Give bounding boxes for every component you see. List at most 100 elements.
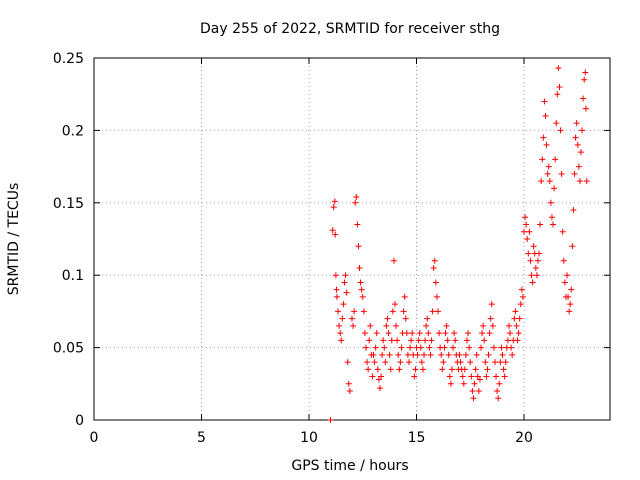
data-point: [438, 351, 445, 358]
data-point: [435, 308, 441, 315]
data-point: [426, 344, 433, 351]
y-tick-label: 0.15: [53, 196, 84, 212]
data-point: [485, 351, 492, 358]
data-point: [569, 243, 576, 250]
data-point: [358, 286, 365, 293]
y-tick-label: 0.1: [62, 268, 84, 284]
y-axis-label: SRMTID / TECUs: [6, 183, 22, 296]
data-point: [515, 330, 522, 337]
data-point: [478, 344, 484, 351]
data-point: [342, 272, 349, 279]
data-point: [345, 380, 352, 387]
data-point: [528, 272, 535, 279]
data-point: [398, 344, 405, 351]
data-point: [467, 359, 474, 366]
data-point: [522, 214, 529, 221]
data-point: [573, 120, 580, 127]
x-tick-labels: 0 5 10 15 20: [90, 430, 533, 446]
data-point: [487, 315, 494, 322]
data-point: [400, 308, 407, 315]
data-point: [582, 69, 589, 76]
data-point: [577, 149, 584, 156]
x-tick-label: 0: [90, 430, 99, 446]
data-point: [472, 366, 479, 373]
y-tick-label: 0.2: [62, 123, 84, 139]
data-point: [502, 359, 509, 366]
data-points: [327, 65, 590, 423]
data-point: [524, 236, 531, 242]
data-point: [558, 170, 565, 177]
data-point: [421, 351, 428, 358]
data-point: [498, 344, 505, 351]
data-point: [415, 337, 422, 344]
data-point: [388, 337, 395, 344]
data-point: [331, 198, 338, 205]
data-point: [486, 330, 493, 337]
data-point: [385, 330, 392, 337]
data-point: [555, 65, 562, 72]
data-point: [448, 366, 455, 373]
data-point: [381, 344, 388, 351]
data-point: [469, 388, 476, 395]
data-point: [566, 308, 573, 315]
chart-title: Day 255 of 2022, SRMTID for receiver sth…: [200, 21, 500, 37]
data-point: [333, 293, 340, 300]
data-point: [336, 322, 343, 329]
data-point: [397, 359, 404, 366]
data-point: [344, 359, 351, 366]
data-point: [542, 112, 549, 119]
data-point: [457, 359, 464, 366]
data-point: [451, 330, 458, 337]
data-point: [371, 359, 378, 366]
data-point: [433, 293, 440, 300]
x-axis-label: GPS time / hours: [291, 458, 408, 474]
data-point: [436, 330, 443, 337]
data-point: [540, 134, 547, 141]
y-tick-label: 0: [75, 413, 84, 429]
y-tick-label: 0.05: [53, 341, 84, 357]
data-point: [545, 163, 552, 170]
data-point: [537, 221, 544, 228]
data-point: [550, 221, 557, 228]
data-point: [459, 373, 466, 380]
data-point: [519, 293, 526, 300]
data-point: [446, 373, 453, 380]
data-point: [576, 178, 583, 185]
data-point: [416, 330, 423, 337]
data-point: [484, 366, 491, 373]
data-point: [572, 134, 579, 141]
data-point: [439, 366, 446, 373]
data-point: [349, 315, 355, 322]
data-point: [423, 322, 430, 329]
data-point: [523, 221, 530, 228]
data-point: [357, 279, 364, 286]
x-tick-label: 10: [300, 430, 318, 446]
data-point: [527, 257, 534, 264]
data-point: [450, 344, 457, 351]
data-point: [414, 351, 421, 358]
data-point: [419, 366, 426, 373]
data-point: [392, 301, 398, 308]
data-point: [343, 289, 350, 296]
data-point: [475, 388, 482, 395]
data-point: [511, 315, 518, 322]
data-point: [483, 373, 490, 380]
data-point: [407, 344, 414, 351]
data-point: [516, 315, 523, 322]
data-point: [432, 279, 439, 286]
data-point: [332, 231, 339, 238]
data-point: [424, 315, 431, 322]
data-point: [491, 359, 498, 366]
data-point: [460, 380, 467, 387]
data-point: [447, 380, 454, 387]
data-point: [507, 330, 514, 337]
data-point: [361, 330, 368, 337]
data-point: [428, 337, 435, 344]
data-point: [488, 301, 495, 308]
data-point: [582, 105, 589, 112]
data-point: [411, 373, 418, 380]
data-point: [479, 330, 486, 337]
data-point: [351, 308, 358, 315]
data-point: [337, 330, 344, 337]
data-point: [384, 315, 391, 322]
